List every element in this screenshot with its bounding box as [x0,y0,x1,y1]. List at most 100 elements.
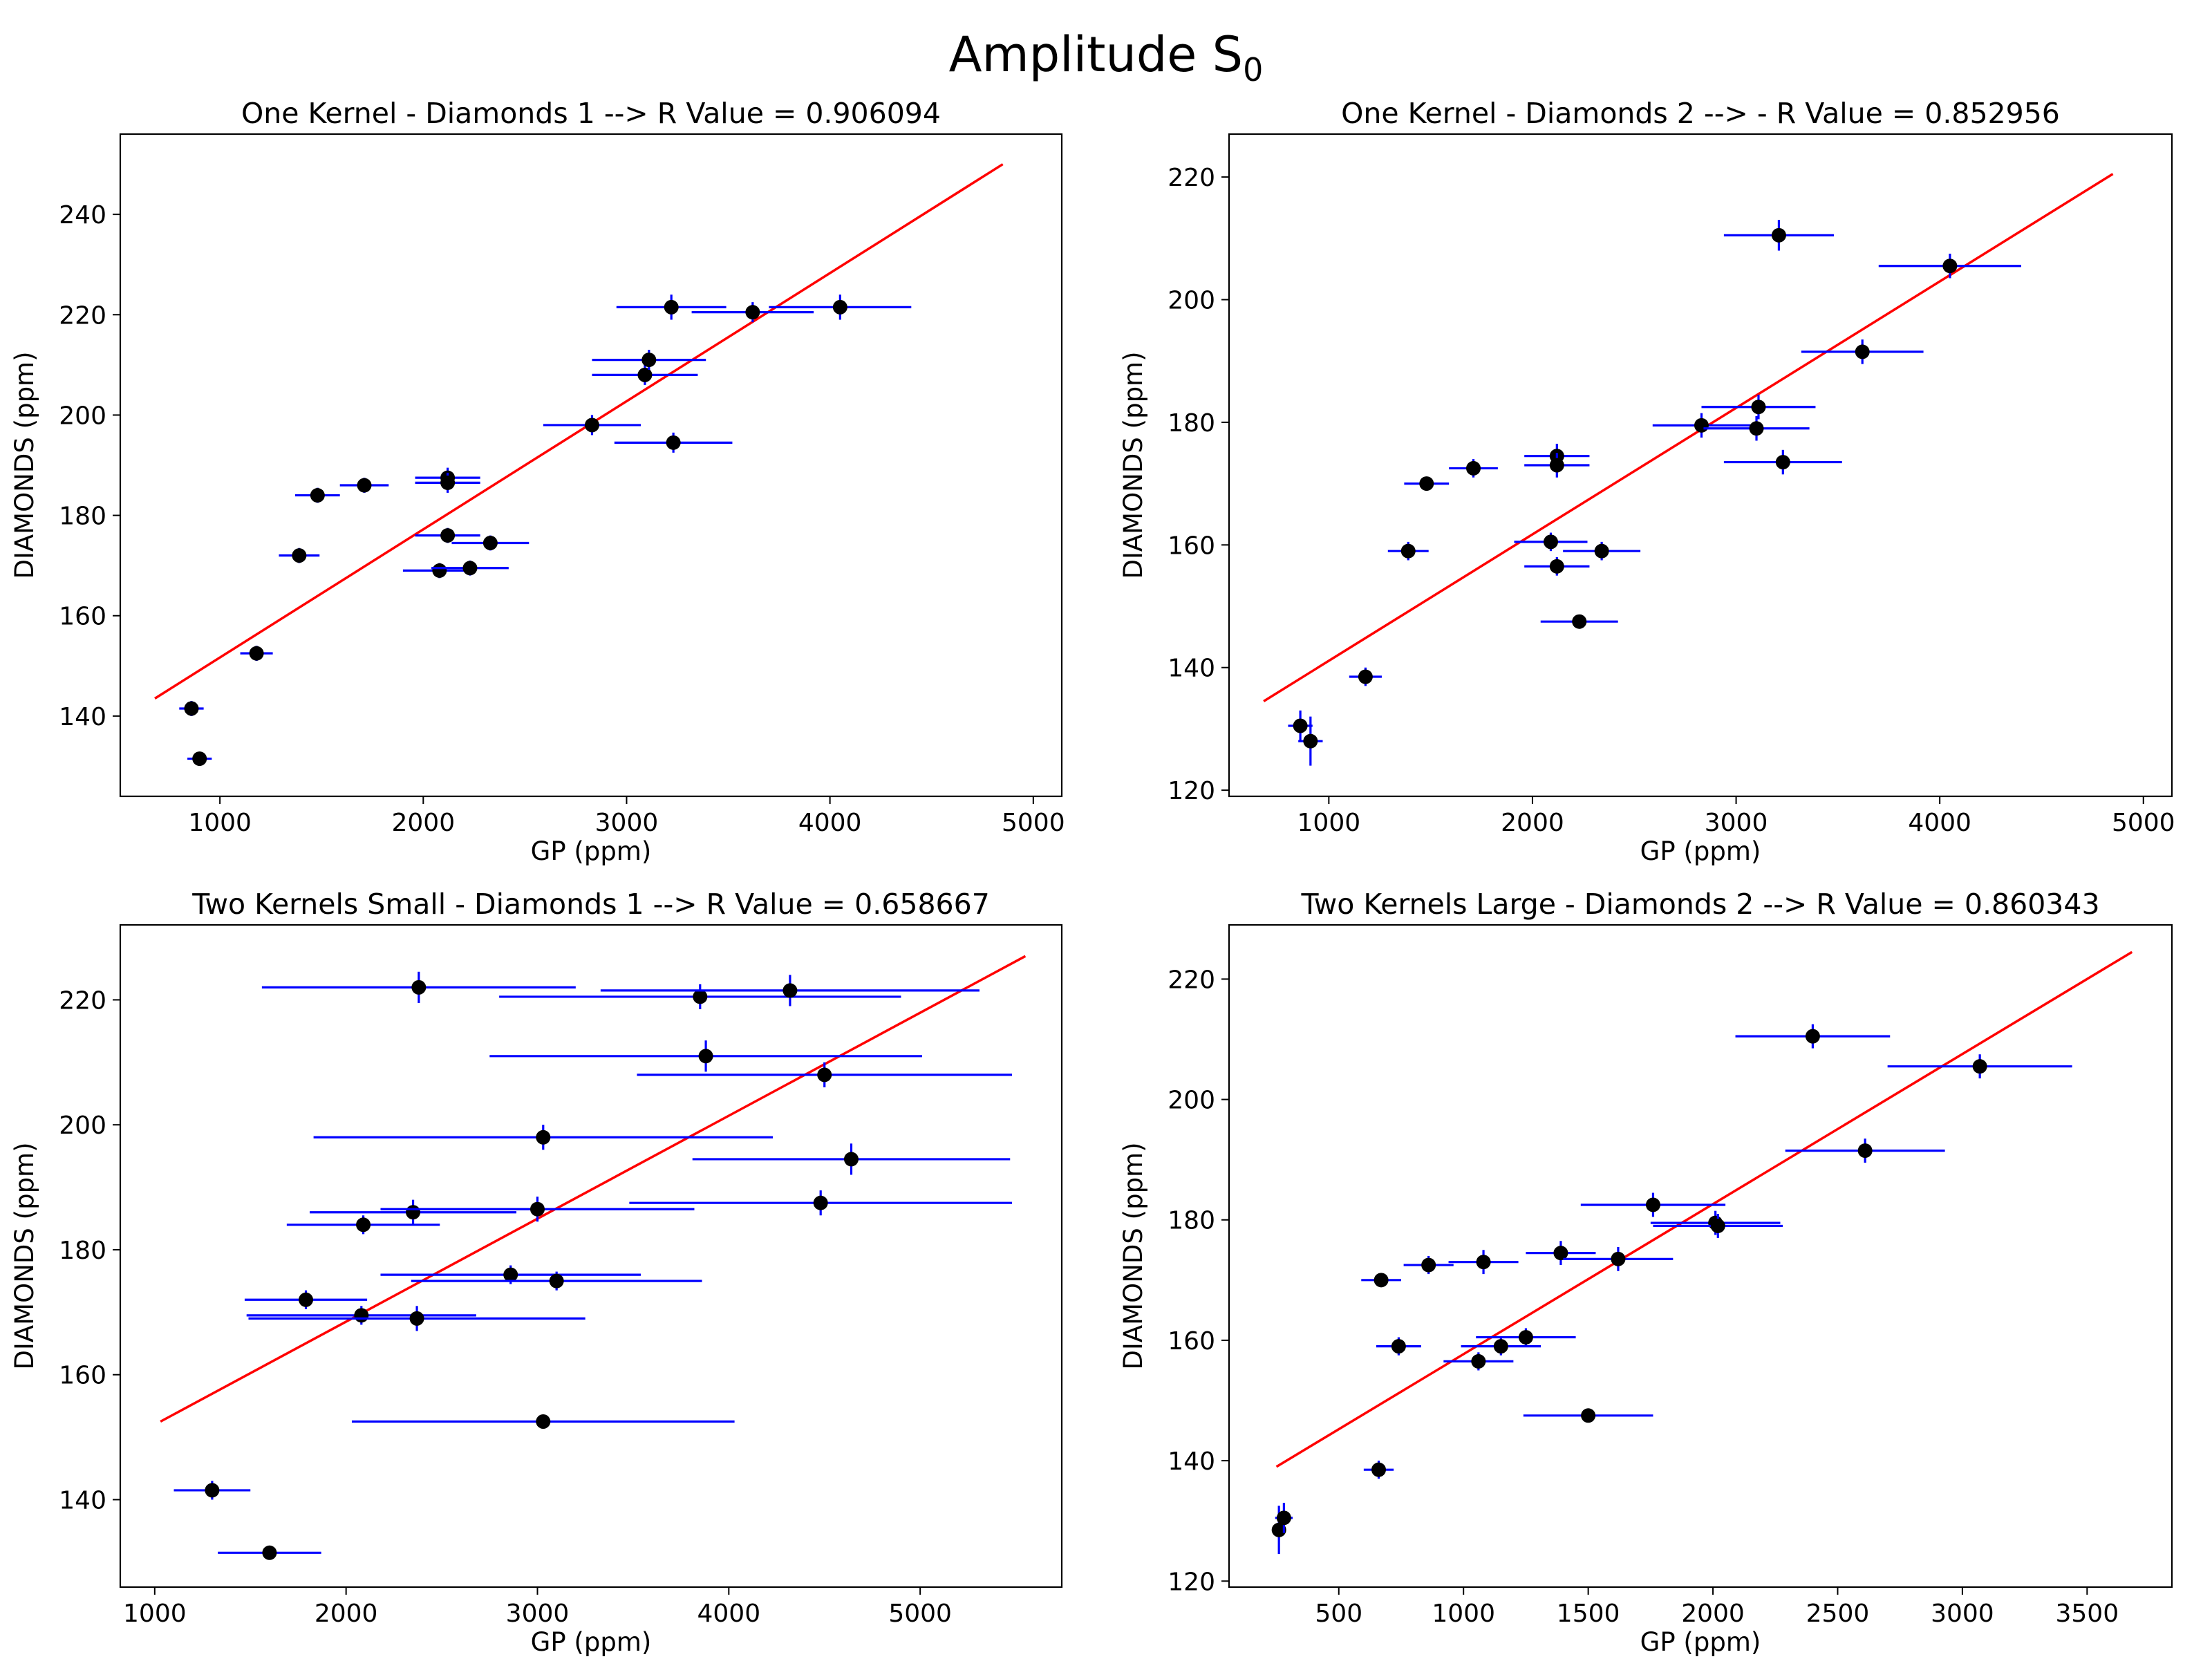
data-point [406,1205,421,1220]
data-point [1645,1197,1660,1212]
y-tick-label: 140 [1168,1447,1215,1476]
data-point [529,1201,545,1217]
data-point [1942,259,1958,274]
fit-line [154,163,1004,700]
data-point [584,418,599,433]
data-point [482,535,498,550]
data-point [1710,1218,1725,1233]
y-tick-label: 220 [1168,966,1215,994]
data-point [1857,1143,1873,1159]
x-tick-label: 5000 [888,1600,952,1628]
data-point [1694,418,1709,433]
y-tick-label: 200 [1168,287,1215,315]
data-point [1543,534,1558,550]
y-tick-label: 160 [59,1362,106,1390]
y-tick-label: 140 [59,1486,106,1515]
data-point [664,299,679,315]
data-point [1419,476,1434,491]
figure-title: Amplitude S0 [949,26,1264,88]
y-tick-label: 180 [59,503,106,531]
y-tick-label: 180 [1168,1207,1215,1235]
data-point [1549,559,1564,574]
data-point [698,1049,713,1064]
x-tick-label: 3500 [2055,1600,2119,1628]
data-point [813,1195,828,1210]
data-point [1855,344,1870,359]
x-tick-label: 3000 [595,809,659,837]
data-point [1276,1510,1291,1526]
data-point [262,1545,277,1560]
data-point [1805,1029,1820,1044]
fit-line [1263,173,2114,702]
x-tick-label: 4000 [798,809,862,837]
x-tick-label: 2000 [1501,809,1564,837]
plot-title: Two Kernels Small - Diamonds 1 --> R Val… [191,888,990,921]
data-point [832,299,847,315]
data-point [299,1292,314,1307]
data-point [549,1273,564,1288]
data-point [782,983,798,998]
data-point [1374,1273,1389,1288]
y-tick-label: 120 [1168,1568,1215,1596]
y-tick-label: 200 [59,402,106,430]
data-point [357,478,372,493]
y-tick-label: 160 [1168,532,1215,560]
x-tick-label: 5000 [1002,809,1065,837]
data-point [1303,733,1318,749]
data-point [536,1130,551,1145]
fit-line [1275,950,2133,1468]
y-tick-label: 140 [59,703,106,731]
y-tick-label: 200 [1168,1087,1215,1115]
data-point [1271,1522,1286,1537]
data-point [637,367,653,382]
x-tick-label: 2000 [1681,1600,1745,1628]
data-point [205,1483,220,1498]
figure-title-subscript: 0 [1243,51,1263,88]
y-tick-label: 160 [59,603,106,631]
x-tick-label: 2000 [315,1600,378,1628]
data-point [745,305,760,320]
data-point [1594,543,1609,559]
figure-title-text: Amplitude S [949,26,1243,83]
x-tick-label: 4000 [697,1600,761,1628]
plot-title: One Kernel - Diamonds 1 --> R Value = 0.… [241,97,941,130]
data-point [411,980,427,995]
data-point [503,1267,518,1282]
data-point [1466,460,1481,476]
x-tick-label: 500 [1315,1600,1362,1628]
y-tick-label: 180 [1168,409,1215,438]
data-point [536,1414,551,1429]
y-tick-label: 180 [59,1237,106,1265]
x-axis-label: GP (ppm) [531,836,652,866]
x-tick-label: 2500 [1806,1600,1870,1628]
x-tick-label: 3000 [1931,1600,1994,1628]
data-point [817,1067,832,1082]
data-point [1471,1353,1486,1369]
panel-one-kernel-d2: One Kernel - Diamonds 2 --> - R Value = … [1118,97,2175,866]
data-point [1581,1408,1596,1423]
data-point [693,989,708,1004]
data-point [843,1152,859,1167]
subplot-grid: One Kernel - Diamonds 1 --> R Value = 0.… [10,97,2175,1657]
y-tick-label: 220 [59,301,106,330]
plot-title: Two Kernels Large - Diamonds 2 --> R Val… [1300,888,2099,921]
x-tick-label: 1000 [123,1600,187,1628]
x-tick-label: 1000 [1432,1600,1495,1628]
data-point [1421,1257,1436,1273]
data-point [1371,1462,1387,1477]
x-axis-label: GP (ppm) [1640,836,1761,866]
fit-line [160,955,1027,1423]
x-axis-label: GP (ppm) [1640,1627,1761,1657]
y-axis-label: DIAMONDS (ppm) [1118,1142,1148,1369]
data-point [1549,458,1564,473]
data-point [1771,227,1786,243]
data-point [440,475,456,490]
axes-frame [1228,924,2173,1588]
data-point [192,751,207,767]
data-point [641,353,657,368]
y-tick-label: 140 [1168,655,1215,683]
panel-two-kernels-large: Two Kernels Large - Diamonds 2 --> R Val… [1118,888,2173,1657]
data-point [666,435,681,450]
data-point [409,1311,424,1326]
